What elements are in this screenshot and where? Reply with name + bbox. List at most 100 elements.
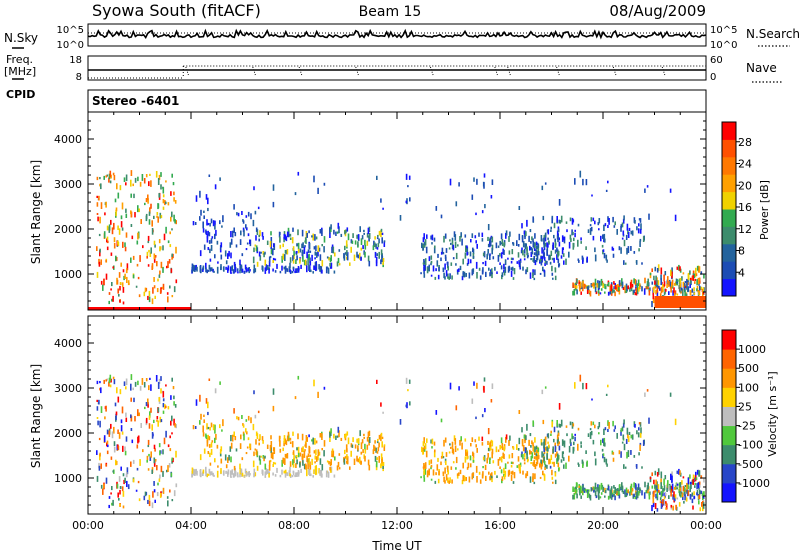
power-cell: [625, 234, 628, 240]
power-cell: [174, 200, 177, 204]
power-cell: [524, 243, 527, 250]
power-cell: [338, 263, 341, 266]
power-cell: [582, 257, 584, 264]
velocity-cell: [676, 483, 679, 486]
power-cell: [679, 266, 681, 272]
power-cell: [432, 265, 435, 272]
power-cell: [490, 271, 493, 275]
velocity-cell: [532, 462, 534, 466]
power-cell: [264, 259, 267, 266]
velocity-cell: [659, 491, 661, 495]
power-cell: [476, 178, 478, 185]
y-tick-label: 1000: [54, 472, 82, 485]
power-cell: [655, 281, 657, 288]
velocity-cell: [153, 481, 155, 486]
power-cell: [143, 291, 146, 297]
velocity-cell: [98, 437, 101, 441]
velocity-cell: [681, 480, 683, 485]
velocity-cell: [206, 473, 208, 478]
power-cell: [309, 261, 312, 266]
power-cell: [641, 286, 643, 292]
power-cell: [566, 229, 568, 233]
power-cell: [444, 276, 446, 280]
velocity-cell: [694, 485, 696, 488]
power-cell: [130, 179, 132, 187]
colorbar-swatch: [722, 278, 736, 297]
power-cell: [481, 238, 484, 242]
velocity-cell: [422, 447, 424, 454]
power-cell: [471, 269, 474, 276]
velocity-cell: [373, 444, 375, 451]
power-cell: [557, 251, 559, 258]
y-tick-label: 1000: [54, 268, 82, 281]
power-cell: [525, 231, 527, 237]
power-cell: [340, 233, 343, 237]
velocity-cell: [572, 446, 575, 452]
power-cell: [158, 274, 161, 278]
velocity-cell: [307, 462, 309, 470]
power-cell: [296, 270, 298, 273]
velocity-cell: [607, 428, 609, 432]
velocity-cell: [208, 468, 211, 474]
power-cell: [248, 267, 250, 274]
velocity-cell: [658, 489, 660, 493]
power-cell: [615, 287, 618, 292]
velocity-cell: [491, 477, 493, 483]
velocity-cell: [659, 500, 662, 504]
power-cell: [540, 235, 543, 242]
power-cell: [308, 264, 310, 271]
velocity-cell: [321, 433, 323, 440]
power-cell: [130, 170, 133, 176]
power-cell: [378, 251, 380, 259]
power-cell: [203, 244, 206, 250]
power-cell: [559, 220, 562, 224]
velocity-cell: [554, 479, 557, 485]
velocity-cell: [284, 458, 286, 465]
power-cell: [472, 247, 474, 252]
velocity-cell: [210, 422, 213, 428]
power-cell: [330, 228, 332, 232]
power-cell: [100, 183, 102, 190]
power-cell: [456, 269, 459, 273]
velocity-cell: [158, 378, 161, 384]
power-cell: [136, 240, 139, 245]
power-cell: [596, 283, 598, 288]
velocity-cell: [286, 435, 289, 442]
power-cell: [637, 228, 640, 234]
velocity-cell: [544, 386, 547, 389]
colorbar-swatch: [722, 387, 736, 407]
power-cell: [645, 286, 648, 290]
power-cell: [534, 242, 536, 249]
velocity-cell: [465, 449, 467, 456]
power-cell: [624, 285, 626, 291]
velocity-cell: [671, 471, 673, 478]
velocity-cell: [237, 475, 239, 478]
power-cell: [367, 255, 370, 262]
velocity-cell: [518, 465, 521, 472]
velocity-cell: [159, 450, 161, 456]
velocity-cell: [557, 454, 560, 460]
velocity-cell: [148, 494, 151, 501]
velocity-cell: [540, 439, 543, 446]
velocity-cell: [666, 487, 668, 492]
velocity-cell: [556, 420, 558, 427]
power-cell: [519, 258, 522, 263]
velocity-cell: [174, 423, 176, 428]
power-cell: [630, 246, 632, 251]
velocity-cell: [254, 414, 257, 419]
power-cell: [132, 183, 134, 187]
velocity-cell: [606, 488, 609, 491]
power-cell: [659, 287, 661, 291]
velocity-cell: [138, 498, 141, 502]
velocity-cell: [124, 446, 126, 452]
power-cell: [283, 237, 285, 243]
power-cell: [457, 244, 459, 247]
velocity-cell: [592, 439, 595, 445]
velocity-cell: [674, 487, 676, 490]
noise-right-label: N.Search: [746, 27, 800, 41]
velocity-cell: [629, 486, 632, 493]
power-cell: [283, 231, 286, 235]
power-cell: [381, 232, 384, 235]
velocity-cell: [214, 458, 216, 463]
power-cell: [240, 264, 243, 270]
